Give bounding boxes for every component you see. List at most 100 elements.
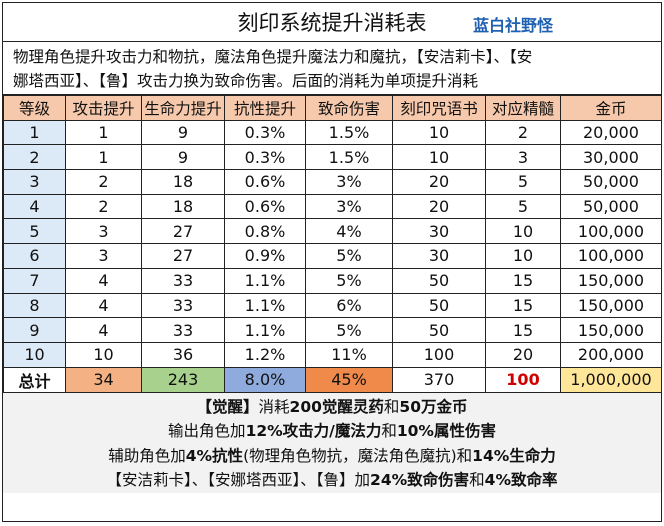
book-cell: 10 <box>392 144 486 171</box>
column-header: 金币 <box>560 95 662 121</box>
book-cell: 50 <box>392 292 486 319</box>
table-row: 1 1 9 0.3% 1.5% 10 2 20,000 <box>3 119 662 146</box>
resistance-cell: 0.3% <box>224 119 306 146</box>
description-note: 物理角色提升攻击力和物抗，魔法角色提升魔法力和魔抗，【安洁莉卡】、【安 娜塔西亚… <box>3 42 661 95</box>
awaken-highlight: 24%致命伤害 <box>370 471 470 490</box>
awaken-line-support: 辅助角色加4%抗性(物理角色物抗，魔法角色魔抗)和14%生命力 <box>3 444 661 469</box>
resistance-cell: 1.1% <box>224 267 306 294</box>
table-header-row: 等级 攻击提升 生命力提升 抗性提升 致命伤害 刻印咒语书 对应精髓 金币 <box>3 95 662 121</box>
awaken-text: 和 <box>381 422 397 441</box>
attack-cell: 3 <box>65 243 142 269</box>
hp-cell: 18 <box>141 169 225 195</box>
crit-cell: 5% <box>305 243 393 269</box>
book-cell: 50 <box>392 317 486 343</box>
attack-cell: 1 <box>65 144 142 171</box>
attack-cell: 4 <box>65 317 142 343</box>
essence-cell: 10 <box>485 218 561 245</box>
awaken-text: 和 <box>469 471 485 490</box>
attack-cell: 4 <box>65 267 142 294</box>
book-cell: 50 <box>392 267 486 294</box>
level-cell: 5 <box>3 218 66 245</box>
level-cell: 2 <box>3 144 66 171</box>
table-row: 9 4 33 1.1% 5% 50 15 150,000 <box>3 317 662 343</box>
awaken-tag: 【觉醒】 <box>196 397 259 416</box>
title-row: 刻印系统提升消耗表 蓝白社野怪 <box>3 3 661 42</box>
attack-cell: 2 <box>65 169 142 195</box>
table-row: 5 3 27 0.8% 4% 30 10 100,000 <box>3 218 662 245</box>
awaken-highlight: 4%抗性 <box>185 446 244 465</box>
column-header: 对应精髓 <box>485 95 561 121</box>
essence-cell: 5 <box>485 193 561 220</box>
hp-cell: 33 <box>141 267 225 294</box>
total-essence-cell: 100 <box>485 366 561 393</box>
gold-cell: 100,000 <box>560 243 662 269</box>
column-header: 抗性提升 <box>224 95 306 121</box>
hp-cell: 27 <box>141 243 225 269</box>
level-cell: 3 <box>3 169 66 195</box>
table-row: 8 4 33 1.1% 6% 50 15 150,000 <box>3 292 662 319</box>
awaken-highlight: 200觉醒灵药 <box>289 397 384 416</box>
awaken-line-special: 【安洁莉卡】、【安娜塔西亚】、【鲁】加24%致命伤害和4%致命率 <box>3 468 661 493</box>
book-cell: 20 <box>392 193 486 220</box>
awaken-text: 消耗 <box>258 397 290 416</box>
essence-cell: 10 <box>485 243 561 269</box>
book-cell: 20 <box>392 169 486 195</box>
resistance-cell: 0.6% <box>224 193 306 220</box>
hp-cell: 27 <box>141 218 225 245</box>
total-crit-cell: 45% <box>305 366 393 393</box>
note-line: 物理角色提升攻击力和物抗，魔法角色提升魔法力和魔抗，【安洁莉卡】、【安 <box>13 48 533 66</box>
column-header: 等级 <box>3 95 66 121</box>
column-header: 刻印咒语书 <box>392 95 486 121</box>
book-cell: 30 <box>392 218 486 245</box>
gold-cell: 100,000 <box>560 218 662 245</box>
hp-cell: 33 <box>141 292 225 319</box>
level-cell: 6 <box>3 243 66 269</box>
awaken-text: 和 <box>383 397 400 416</box>
level-cell: 7 <box>3 267 66 294</box>
awaken-text: 辅助角色加 <box>108 446 186 465</box>
attack-cell: 10 <box>65 341 142 368</box>
total-gold-cell: 1,000,000 <box>560 366 662 393</box>
level-cell: 10 <box>3 341 66 368</box>
gold-cell: 200,000 <box>560 341 662 368</box>
total-attack-cell: 34 <box>65 366 142 393</box>
table-row: 7 4 33 1.1% 5% 50 15 150,000 <box>3 267 662 294</box>
awaken-highlight: 14%生命力 <box>472 446 556 465</box>
essence-cell: 15 <box>485 317 561 343</box>
column-header: 致命伤害 <box>305 95 393 121</box>
awaken-text: 【安洁莉卡】、【安娜塔西亚】、【鲁】加 <box>106 471 371 490</box>
essence-cell: 15 <box>485 267 561 294</box>
table-row: 6 3 27 0.9% 5% 30 10 100,000 <box>3 243 662 269</box>
essence-cell: 15 <box>485 292 561 319</box>
resistance-cell: 0.6% <box>224 169 306 195</box>
total-label: 总计 <box>3 366 66 393</box>
resistance-cell: 0.3% <box>224 144 306 171</box>
column-header: 生命力提升 <box>141 95 225 121</box>
attack-cell: 4 <box>65 292 142 319</box>
essence-cell: 20 <box>485 341 561 368</box>
book-cell: 30 <box>392 243 486 269</box>
hp-cell: 36 <box>141 341 225 368</box>
crit-cell: 3% <box>305 193 393 220</box>
awaken-highlight: 50万金币 <box>399 397 468 416</box>
gold-cell: 150,000 <box>560 292 662 319</box>
page-title: 刻印系统提升消耗表 <box>237 11 427 35</box>
attack-cell: 3 <box>65 218 142 245</box>
attack-cell: 1 <box>65 119 142 146</box>
awaken-highlight: 10%属性伤害 <box>396 422 496 441</box>
crit-cell: 5% <box>305 317 393 343</box>
book-cell: 100 <box>392 341 486 368</box>
resistance-cell: 1.1% <box>224 292 306 319</box>
level-cell: 9 <box>3 317 66 343</box>
essence-cell: 3 <box>485 144 561 171</box>
resistance-cell: 0.9% <box>224 243 306 269</box>
total-book-cell: 370 <box>392 366 486 393</box>
resistance-cell: 1.1% <box>224 317 306 343</box>
essence-cell: 5 <box>485 169 561 195</box>
table-row: 4 2 18 0.6% 3% 20 5 50,000 <box>3 193 662 220</box>
gold-cell: 30,000 <box>560 144 662 171</box>
table-row: 10 10 36 1.2% 11% 100 20 200,000 <box>3 341 662 368</box>
level-cell: 1 <box>3 119 66 146</box>
